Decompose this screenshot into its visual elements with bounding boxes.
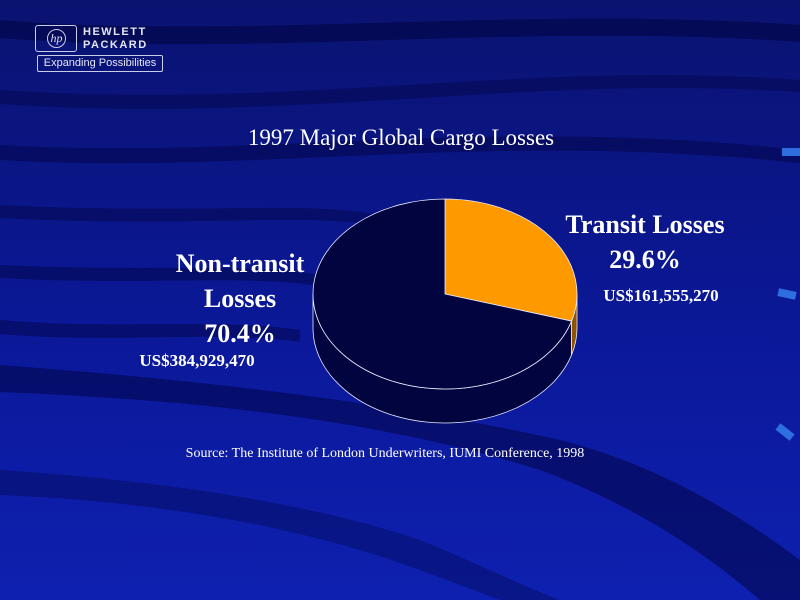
slice-label-non-transit-line2: Losses [204,284,276,313]
slice-percent-non-transit: 70.4% [204,319,276,348]
pie-slice-transit [444,198,578,322]
hp-badge: hp [35,25,77,52]
slice-label-non-transit-line1: Non-transit [176,249,305,278]
hp-logo: hp HEWLETT PACKARD Expanding Possibiliti… [35,25,165,75]
slice-percent-transit: 29.6% [609,245,681,274]
slice-label-transit: Transit Losses [565,210,724,239]
slice-value-non-transit: US$384,929,470 [139,351,254,370]
slice-value-transit: US$161,555,270 [603,286,718,305]
logo-word-hewlett: HEWLETT [83,26,147,38]
chart-title: 1997 Major Global Cargo Losses [248,125,554,150]
hp-circle-icon: hp [47,29,66,48]
logo-tagline: Expanding Possibilities [37,55,163,72]
logo-word-packard: PACKARD [83,39,148,51]
edge-mark-1 [782,148,800,156]
pie-slice-non-transit [312,198,573,390]
pie-chart [312,198,578,424]
source-note: Source: The Institute of London Underwri… [186,446,585,461]
